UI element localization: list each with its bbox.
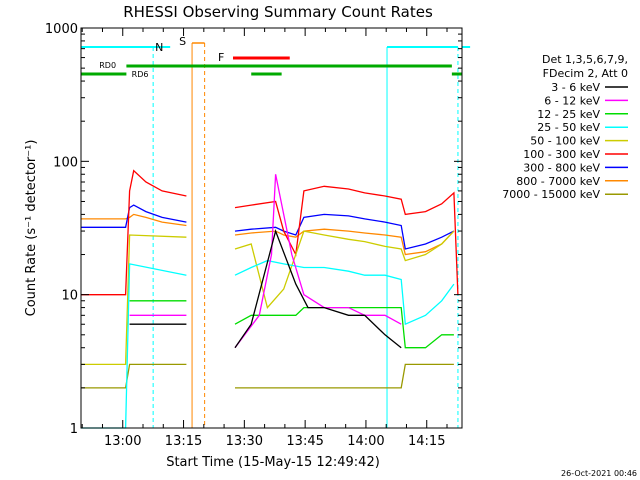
x-tick-label: 14:00 — [347, 434, 384, 449]
legend-label: 300 - 800 keV — [523, 161, 600, 174]
y-tick-label: 1 — [70, 422, 78, 437]
series-line-100-300-kev-0 — [81, 169, 187, 296]
y-tick-label: 1000 — [45, 22, 78, 37]
legend: Det 1,3,5,6,7,9, FDecim 2, Att 0 3 - 6 k… — [502, 53, 628, 201]
legend-label: 800 - 7000 keV — [516, 175, 600, 188]
series-line-50-100-kev-1 — [234, 230, 455, 309]
legend-label: 50 - 100 keV — [530, 135, 600, 148]
series-line-7000-15000-kev-1 — [235, 363, 454, 389]
series-line-800-7000-kev-0 — [81, 213, 187, 227]
legend-header-line-2: FDecim 2, Att 0 — [543, 67, 628, 80]
timestamp: 26-Oct-2021 00:46 — [561, 469, 637, 478]
x-tick-label: 14:15 — [408, 434, 445, 449]
legend-label: 25 - 50 keV — [537, 121, 600, 134]
series-line-6-12-kev-1 — [234, 174, 402, 349]
chart-title: RHESSI Observing Summary Count Rates — [123, 3, 433, 21]
series-line-300-800-kev-0 — [81, 204, 187, 228]
x-tick-label: 13:00 — [104, 434, 141, 449]
series-line-12-25-kev-1 — [234, 306, 454, 349]
x-tick-label: 13:45 — [286, 434, 323, 449]
x-tick-label: 13:15 — [165, 434, 202, 449]
series-line-7000-15000-kev-0 — [81, 363, 187, 389]
legend-header-line-1: Det 1,3,5,6,7,9, — [542, 53, 628, 66]
plot-area: N S F RD0 RD6 — [81, 35, 471, 429]
rd6-label: RD6 — [132, 70, 149, 79]
legend-label: 12 - 25 keV — [537, 108, 600, 121]
series-line-800-7000-kev-1 — [234, 228, 455, 256]
night-flag-label: N — [155, 41, 163, 54]
saa-flag-label: S — [179, 35, 186, 48]
flare-flag-label: F — [218, 51, 224, 64]
series-line-3-6-kev-1 — [234, 228, 402, 349]
legend-label: 7000 - 15000 keV — [502, 188, 600, 201]
series-line-100-300-kev-1 — [234, 185, 459, 295]
y-tick-label: 100 — [53, 155, 78, 170]
legend-label: 3 - 6 keV — [551, 81, 600, 94]
series-line-50-100-kev-0 — [81, 234, 187, 366]
plot-frame — [80, 27, 463, 429]
series-line-300-800-kev-1 — [234, 213, 455, 250]
series-line-25-50-kev-0 — [81, 263, 187, 429]
legend-label: 100 - 300 keV — [523, 148, 600, 161]
legend-label: 6 - 12 keV — [544, 94, 600, 107]
rd0-label: RD0 — [99, 61, 116, 70]
y-axis-label: Count Rate (s⁻¹ detector⁻¹) — [24, 140, 39, 317]
x-axis-label: Start Time (15-May-15 12:49:42) — [166, 455, 380, 470]
x-tick-label: 13:30 — [226, 434, 263, 449]
y-tick-label: 10 — [61, 289, 78, 304]
